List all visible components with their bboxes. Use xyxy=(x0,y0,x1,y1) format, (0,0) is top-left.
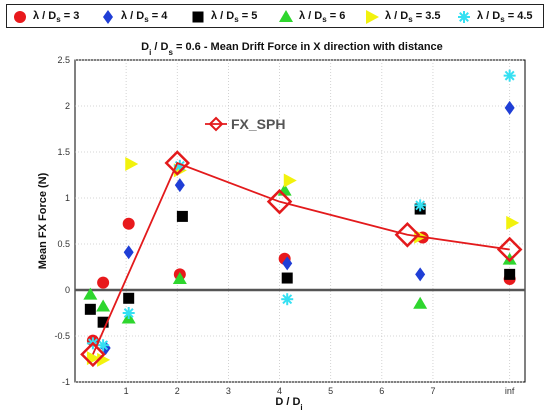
x-tick-label: 2 xyxy=(175,386,180,396)
legend-label: λ / Ds = 4 xyxy=(121,9,168,25)
legend-entry: λ / Ds = 3.5 xyxy=(365,8,441,26)
fx-sph-legend: FX_SPH xyxy=(205,116,285,132)
data-point xyxy=(80,341,106,368)
data-point xyxy=(506,215,520,230)
plot-area xyxy=(74,59,526,383)
data-point xyxy=(122,307,135,319)
legend-marker-icon xyxy=(14,11,26,23)
legend-entry: λ / Ds = 4.5 xyxy=(457,8,533,26)
data-point xyxy=(122,217,135,230)
legend-marker-icon xyxy=(103,10,113,24)
legend-entry: λ / Ds = 4 xyxy=(101,8,167,26)
data-point xyxy=(164,150,191,176)
data-point xyxy=(496,236,523,263)
legend-entry: λ / Ds = 6 xyxy=(279,8,345,26)
x-tick-label: 1 xyxy=(124,386,129,396)
y-tick-label: 1 xyxy=(65,193,70,203)
legend-marker-icon xyxy=(279,10,293,22)
y-tick-label: -0.5 xyxy=(54,331,70,341)
data-point xyxy=(176,210,188,222)
series-6 xyxy=(80,150,523,368)
data-point xyxy=(282,256,293,271)
y-tick-label: 2 xyxy=(65,101,70,111)
legend-label: λ / Ds = 3 xyxy=(33,9,80,25)
series-3 xyxy=(83,183,517,324)
data-point xyxy=(172,271,187,284)
y-tick-label: 2.5 xyxy=(57,55,70,65)
y-axis-label: Mean FX Force (N) xyxy=(37,172,49,269)
legend-entry: λ / Ds = 5 xyxy=(191,8,257,26)
data-point xyxy=(281,272,293,284)
x-tick-label: inf xyxy=(505,386,515,396)
data-point xyxy=(123,292,135,304)
legend-marker-icon xyxy=(458,11,470,23)
data-point xyxy=(504,268,516,280)
data-point xyxy=(97,276,110,289)
data-point xyxy=(414,199,427,212)
data-point xyxy=(413,296,428,309)
x-tick-label: 7 xyxy=(430,386,435,396)
legend-label: λ / Ds = 5 xyxy=(211,9,258,25)
legend-label: λ / Ds = 3.5 xyxy=(385,9,441,25)
data-point xyxy=(281,293,294,306)
legend-entry: λ / Ds = 3 xyxy=(13,8,79,26)
x-tick-label: 4 xyxy=(277,386,282,396)
data-point xyxy=(504,100,515,115)
legend-label: λ / Ds = 4.5 xyxy=(477,9,533,25)
data-point xyxy=(125,156,139,171)
data-point xyxy=(97,339,110,352)
fx-sph-legend-label: FX_SPH xyxy=(231,116,285,132)
x-tick-label: 3 xyxy=(226,386,231,396)
data-point xyxy=(174,178,185,193)
legend-box: λ / Ds = 3 λ / Ds = 4 λ / Ds = 5 λ / Ds = 6… xyxy=(6,4,544,28)
data-point xyxy=(415,267,426,282)
chart-title: Di / Ds = 0.6 - Mean Drift Force in X di… xyxy=(141,41,443,57)
fx-sph-line xyxy=(92,161,510,355)
legend-marker-icon xyxy=(192,11,204,23)
y-tick-label: 1.5 xyxy=(57,147,70,157)
data-point xyxy=(96,299,111,312)
data-point xyxy=(502,252,517,265)
y-tick-label: 0.5 xyxy=(57,239,70,249)
data-point xyxy=(84,303,96,315)
data-point xyxy=(83,287,98,300)
x-tick-label: 6 xyxy=(379,386,384,396)
legend-marker-icon xyxy=(366,10,379,24)
data-point xyxy=(283,173,297,188)
y-tick-label: 0 xyxy=(65,285,70,295)
y-tick-label: -1 xyxy=(62,377,70,387)
x-axis-label: D / Di xyxy=(275,396,302,412)
data-point xyxy=(394,222,421,248)
legend-label: λ / Ds = 6 xyxy=(299,9,346,25)
data-point xyxy=(97,316,109,328)
data-point xyxy=(266,188,293,215)
x-tick-label: 5 xyxy=(328,386,333,396)
data-point xyxy=(503,69,516,82)
data-point xyxy=(123,245,134,260)
